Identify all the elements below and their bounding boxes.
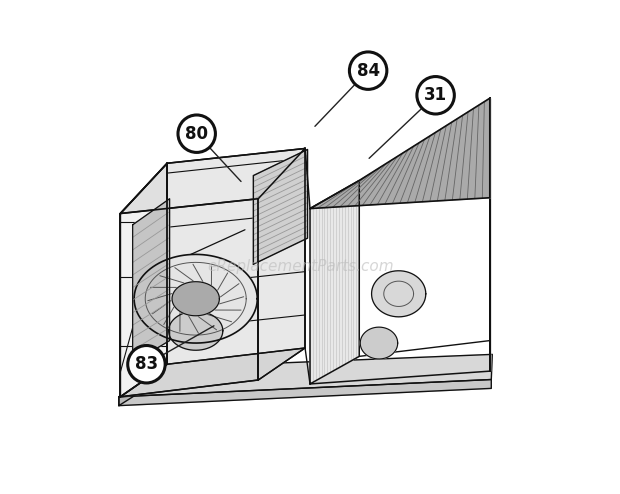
Polygon shape xyxy=(119,368,165,406)
Polygon shape xyxy=(169,311,223,350)
Circle shape xyxy=(178,115,215,153)
Polygon shape xyxy=(167,149,305,364)
Circle shape xyxy=(417,77,454,114)
Polygon shape xyxy=(310,98,490,208)
Polygon shape xyxy=(119,379,491,406)
Text: 80: 80 xyxy=(185,124,208,143)
Polygon shape xyxy=(120,163,167,397)
Circle shape xyxy=(128,345,165,383)
Polygon shape xyxy=(371,271,426,317)
Text: eReplacementParts.com: eReplacementParts.com xyxy=(207,259,394,274)
Text: 84: 84 xyxy=(356,62,379,80)
Text: 31: 31 xyxy=(424,86,447,104)
Polygon shape xyxy=(133,199,170,363)
Polygon shape xyxy=(172,282,219,316)
Polygon shape xyxy=(134,254,257,343)
Polygon shape xyxy=(120,149,305,213)
Polygon shape xyxy=(254,150,308,264)
Polygon shape xyxy=(119,354,492,397)
Polygon shape xyxy=(360,327,397,359)
Text: 83: 83 xyxy=(135,355,158,373)
Polygon shape xyxy=(120,348,305,397)
Circle shape xyxy=(350,52,387,89)
Polygon shape xyxy=(310,180,359,384)
